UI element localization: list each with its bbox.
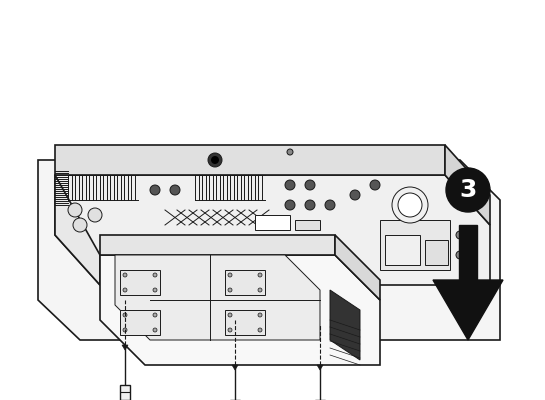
Polygon shape: [55, 175, 490, 285]
Polygon shape: [425, 240, 448, 265]
Circle shape: [466, 241, 474, 249]
Circle shape: [287, 149, 293, 155]
Circle shape: [228, 313, 232, 317]
Text: 3: 3: [459, 178, 477, 202]
Circle shape: [88, 208, 102, 222]
Polygon shape: [255, 215, 290, 230]
Bar: [120, 385, 130, 400]
Circle shape: [228, 288, 232, 292]
Circle shape: [153, 288, 157, 292]
Circle shape: [398, 193, 422, 217]
Circle shape: [153, 328, 157, 332]
Bar: [225, 310, 265, 335]
Bar: [120, 270, 160, 295]
Circle shape: [285, 200, 295, 210]
Circle shape: [153, 313, 157, 317]
Circle shape: [73, 218, 87, 232]
Circle shape: [456, 231, 464, 239]
Circle shape: [258, 313, 262, 317]
Circle shape: [370, 180, 380, 190]
Circle shape: [123, 328, 127, 332]
Polygon shape: [385, 235, 420, 265]
Circle shape: [392, 187, 428, 223]
Circle shape: [446, 168, 490, 212]
Circle shape: [170, 185, 180, 195]
Circle shape: [123, 273, 127, 277]
Circle shape: [150, 185, 160, 195]
Polygon shape: [380, 220, 450, 270]
Polygon shape: [38, 160, 500, 340]
Circle shape: [258, 273, 262, 277]
Polygon shape: [335, 235, 380, 300]
Circle shape: [350, 190, 360, 200]
Polygon shape: [115, 255, 320, 340]
Polygon shape: [317, 365, 323, 370]
Circle shape: [325, 200, 335, 210]
Circle shape: [285, 180, 295, 190]
Circle shape: [68, 203, 82, 217]
Circle shape: [305, 180, 315, 190]
Polygon shape: [55, 145, 445, 175]
Polygon shape: [55, 175, 100, 285]
Circle shape: [305, 200, 315, 210]
Circle shape: [258, 288, 262, 292]
Polygon shape: [122, 345, 128, 350]
Circle shape: [211, 156, 219, 164]
Bar: [225, 270, 265, 295]
Polygon shape: [445, 145, 490, 225]
Circle shape: [258, 328, 262, 332]
Circle shape: [123, 288, 127, 292]
Circle shape: [228, 328, 232, 332]
Polygon shape: [330, 290, 360, 360]
Bar: [120, 310, 160, 335]
Circle shape: [228, 273, 232, 277]
Polygon shape: [100, 255, 380, 365]
Polygon shape: [459, 225, 477, 280]
Circle shape: [153, 273, 157, 277]
Circle shape: [456, 251, 464, 259]
Polygon shape: [433, 280, 503, 340]
Circle shape: [123, 313, 127, 317]
Polygon shape: [232, 365, 238, 370]
Circle shape: [208, 153, 222, 167]
Polygon shape: [295, 220, 320, 230]
Polygon shape: [100, 235, 335, 255]
